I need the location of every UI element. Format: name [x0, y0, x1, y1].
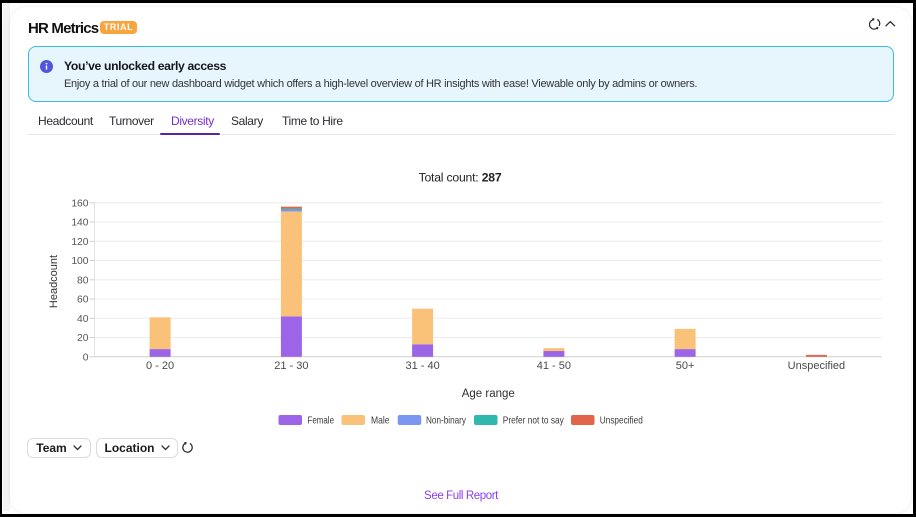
svg-text:Headcount: Headcount — [48, 255, 60, 308]
svg-text:160: 160 — [71, 198, 88, 209]
svg-text:Total count: 287: Total count: 287 — [419, 171, 502, 185]
svg-text:Unspecified: Unspecified — [788, 360, 845, 372]
svg-text:140: 140 — [71, 218, 88, 229]
svg-text:0: 0 — [83, 352, 89, 363]
svg-text:31 - 40: 31 - 40 — [405, 360, 439, 372]
svg-text:120: 120 — [71, 237, 88, 248]
svg-text:41 - 50: 41 - 50 — [537, 360, 571, 372]
svg-text:Non-binary: Non-binary — [426, 416, 467, 427]
svg-text:80: 80 — [77, 275, 89, 286]
svg-text:Unspecified: Unspecified — [600, 416, 643, 427]
svg-text:Prefer not to say: Prefer not to say — [503, 416, 565, 427]
svg-text:Female: Female — [308, 416, 335, 427]
svg-text:100: 100 — [71, 256, 88, 267]
svg-text:21 - 30: 21 - 30 — [274, 360, 308, 372]
svg-text:0 - 20: 0 - 20 — [146, 360, 174, 372]
svg-text:50+: 50+ — [676, 360, 695, 372]
svg-text:40: 40 — [77, 314, 89, 325]
svg-text:Age range: Age range — [462, 388, 515, 400]
svg-text:60: 60 — [77, 295, 89, 306]
svg-text:Male: Male — [371, 416, 390, 427]
svg-text:20: 20 — [77, 333, 89, 344]
